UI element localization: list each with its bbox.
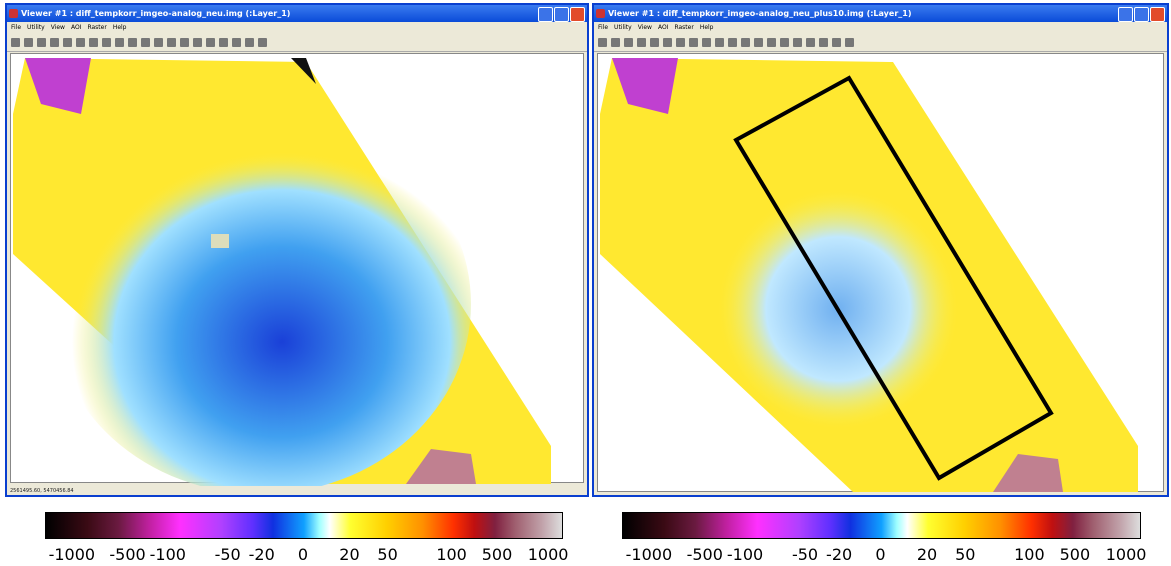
menu-item[interactable]: Raster	[674, 22, 693, 33]
status-bar: 2561495.60, 5470456.84	[10, 488, 74, 494]
maximize[interactable]	[554, 7, 569, 22]
maximize[interactable]	[1134, 7, 1149, 22]
tool-button[interactable]	[102, 38, 111, 47]
legend-label: 1000	[1106, 545, 1147, 564]
legend-label: -500	[687, 545, 723, 564]
tool-button[interactable]	[193, 38, 202, 47]
legend-label: -100	[150, 545, 186, 564]
menu-item[interactable]: File	[11, 22, 21, 33]
color-bar	[45, 512, 563, 539]
tool-button[interactable]	[76, 38, 85, 47]
tool-button[interactable]	[232, 38, 241, 47]
raster	[11, 54, 587, 486]
legend-label: -50	[215, 545, 241, 564]
menu-item[interactable]: View	[638, 22, 652, 33]
tool-button[interactable]	[24, 38, 33, 47]
tool-button[interactable]	[50, 38, 59, 47]
legend-label: -1000	[49, 545, 96, 564]
tool-button[interactable]	[806, 38, 815, 47]
tool-button[interactable]	[650, 38, 659, 47]
raster-view	[10, 53, 584, 483]
minimize[interactable]	[538, 7, 553, 22]
menu-item[interactable]: Raster	[87, 22, 106, 33]
tool-button[interactable]	[128, 38, 137, 47]
minimize[interactable]	[1118, 7, 1133, 22]
tool-button[interactable]	[219, 38, 228, 47]
legend-label: 100	[1014, 545, 1045, 564]
tool-button[interactable]	[63, 38, 72, 47]
tool-button[interactable]	[702, 38, 711, 47]
tool-button[interactable]	[676, 38, 685, 47]
menu-item[interactable]: View	[51, 22, 65, 33]
menu-item[interactable]: Utility	[614, 22, 632, 33]
tool-button[interactable]	[741, 38, 750, 47]
tool-button[interactable]	[754, 38, 763, 47]
legend-label: -100	[727, 545, 763, 564]
menu-item[interactable]: AOI	[71, 22, 82, 33]
tool-button[interactable]	[206, 38, 215, 47]
legend-label: 50	[377, 545, 397, 564]
raster-view	[597, 53, 1164, 492]
legend-label: -20	[826, 545, 852, 564]
menu-bar: File Utility View AOI Raster Help	[7, 22, 587, 33]
tool-button[interactable]	[715, 38, 724, 47]
color-bar	[622, 512, 1141, 539]
toolbar	[594, 33, 1167, 52]
menu-item[interactable]: Help	[700, 22, 714, 33]
title-bar: Viewer #1 : diff_tempkorr_imgeo-analog_n…	[7, 5, 587, 22]
legend-label: 20	[917, 545, 937, 564]
menu-item[interactable]: File	[598, 22, 608, 33]
window-title: Viewer #1 : diff_tempkorr_imgeo-analog_n…	[21, 9, 290, 18]
viewer-window: Viewer #1 : diff_tempkorr_imgeo-analog_n…	[592, 3, 1169, 497]
close[interactable]	[1150, 7, 1165, 22]
page: Viewer #1 : diff_tempkorr_imgeo-analog_n…	[0, 0, 1171, 566]
tool-button[interactable]	[780, 38, 789, 47]
tool-button[interactable]	[689, 38, 698, 47]
window-title: Viewer #1 : diff_tempkorr_imgeo-analog_n…	[608, 9, 911, 18]
tool-button[interactable]	[663, 38, 672, 47]
raster	[598, 54, 1167, 494]
tool-button[interactable]	[598, 38, 607, 47]
menu-item[interactable]: Utility	[27, 22, 45, 33]
legend-label: 500	[1060, 545, 1091, 564]
tool-button[interactable]	[845, 38, 854, 47]
viewer-window: Viewer #1 : diff_tempkorr_imgeo-analog_n…	[5, 3, 589, 497]
menu-bar: File Utility View AOI Raster Help	[594, 22, 1167, 33]
tool-button[interactable]	[180, 38, 189, 47]
tool-button[interactable]	[115, 38, 124, 47]
tool-button[interactable]	[258, 38, 267, 47]
tool-button[interactable]	[141, 38, 150, 47]
tool-button[interactable]	[728, 38, 737, 47]
tool-button[interactable]	[11, 38, 20, 47]
tool-button[interactable]	[89, 38, 98, 47]
legend-label: -500	[109, 545, 145, 564]
menu-item[interactable]: AOI	[658, 22, 669, 33]
legend-label: 20	[339, 545, 359, 564]
legend-label: 100	[436, 545, 467, 564]
tool-button[interactable]	[245, 38, 254, 47]
tool-button[interactable]	[819, 38, 828, 47]
tool-button[interactable]	[611, 38, 620, 47]
tool-button[interactable]	[167, 38, 176, 47]
close[interactable]	[570, 7, 585, 22]
legend-label: -1000	[626, 545, 673, 564]
tool-button[interactable]	[793, 38, 802, 47]
legend-label: 1000	[528, 545, 569, 564]
tool-button[interactable]	[37, 38, 46, 47]
tool-button[interactable]	[832, 38, 841, 47]
legend-label: -20	[249, 545, 275, 564]
tool-button[interactable]	[767, 38, 776, 47]
legend-label: 0	[298, 545, 308, 564]
legend-label: 500	[482, 545, 513, 564]
legend-label: 0	[875, 545, 885, 564]
title-bar: Viewer #1 : diff_tempkorr_imgeo-analog_n…	[594, 5, 1167, 22]
tool-button[interactable]	[154, 38, 163, 47]
tool-button[interactable]	[624, 38, 633, 47]
toolbar	[7, 33, 587, 52]
tool-button[interactable]	[637, 38, 646, 47]
legend-label: -50	[792, 545, 818, 564]
legend-label: 50	[955, 545, 975, 564]
menu-item[interactable]: Help	[113, 22, 127, 33]
